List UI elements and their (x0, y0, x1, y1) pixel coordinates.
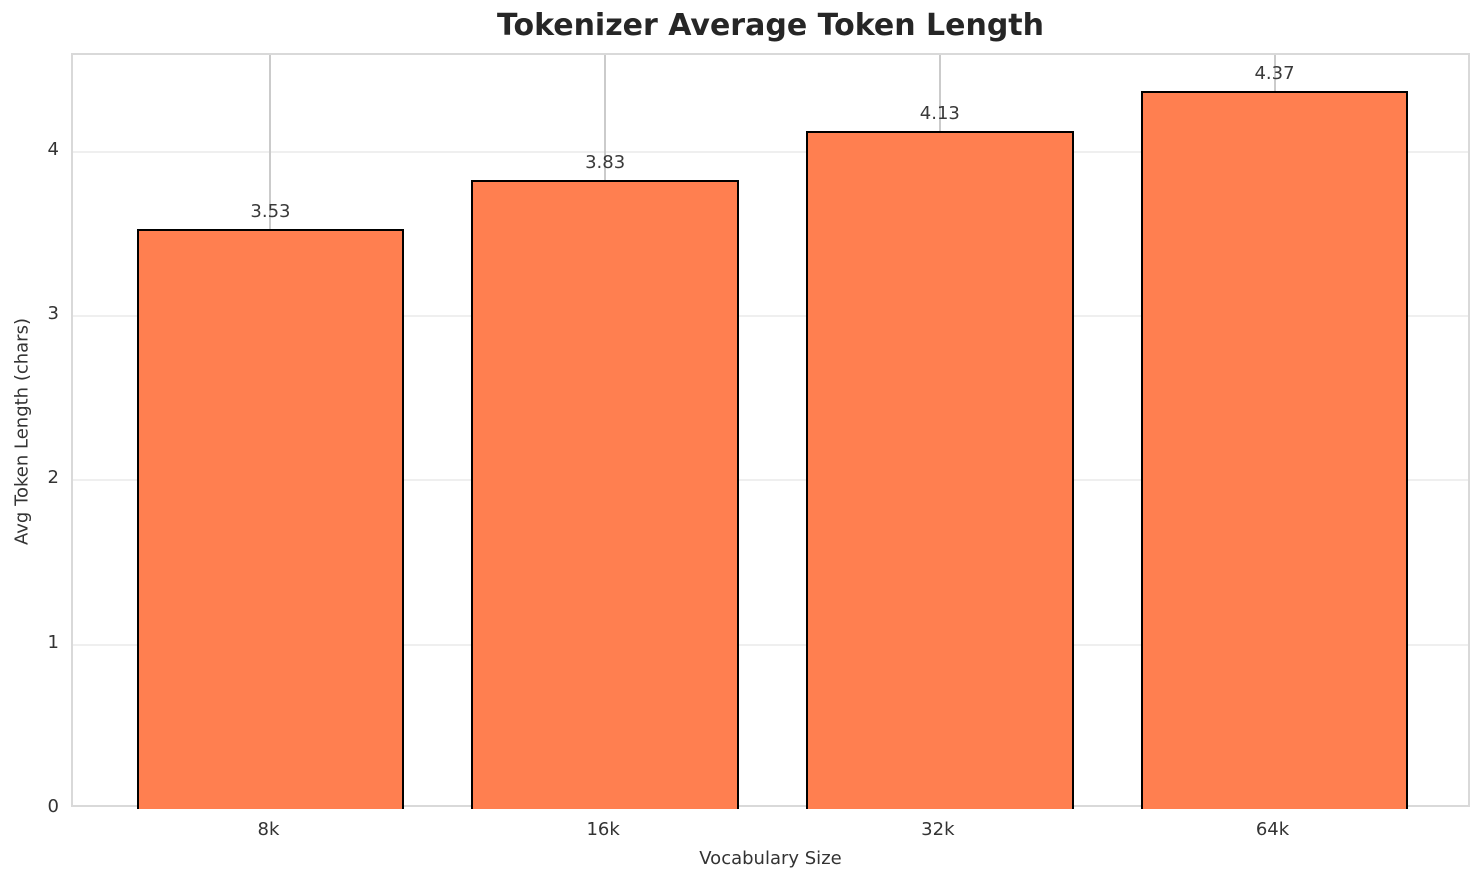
h-gridline-3 (73, 315, 1468, 318)
y-tick-label-3: 3 (47, 303, 59, 325)
bar-64k (1140, 91, 1409, 809)
x-axis-label: Vocabulary Size (699, 848, 842, 869)
y-tick-label-0: 0 (47, 796, 59, 817)
x-tick-label-32k: 32k (921, 819, 955, 840)
bar-value-label-32k: 4.13 (919, 102, 960, 124)
y-axis-label: Avg Token Length (chars) (11, 318, 33, 545)
x-tick-label-64k: 64k (1255, 819, 1290, 840)
y-tick-label-4: 4 (47, 138, 59, 160)
bar-32k (805, 130, 1074, 809)
x-tick-label-16k: 16k (586, 819, 620, 840)
bar-value-label-64k: 4.37 (1254, 63, 1295, 85)
bar-8k (136, 229, 405, 809)
bar-16k (471, 179, 740, 809)
bar-value-label-8k: 3.53 (250, 201, 291, 223)
plot-area: 3.53 3.83 4.13 4.37 (71, 53, 1470, 809)
y-tick-label-1: 1 (47, 631, 59, 653)
bar-value-label-16k: 3.83 (585, 151, 626, 173)
h-gridline-1 (73, 643, 1468, 646)
h-gridline-4 (73, 150, 1468, 153)
y-tick-label-2: 2 (47, 467, 59, 489)
chart-title: Tokenizer Average Token Length (496, 8, 1044, 43)
h-gridline-2 (73, 479, 1468, 482)
x-tick-label-8k: 8k (257, 819, 280, 840)
